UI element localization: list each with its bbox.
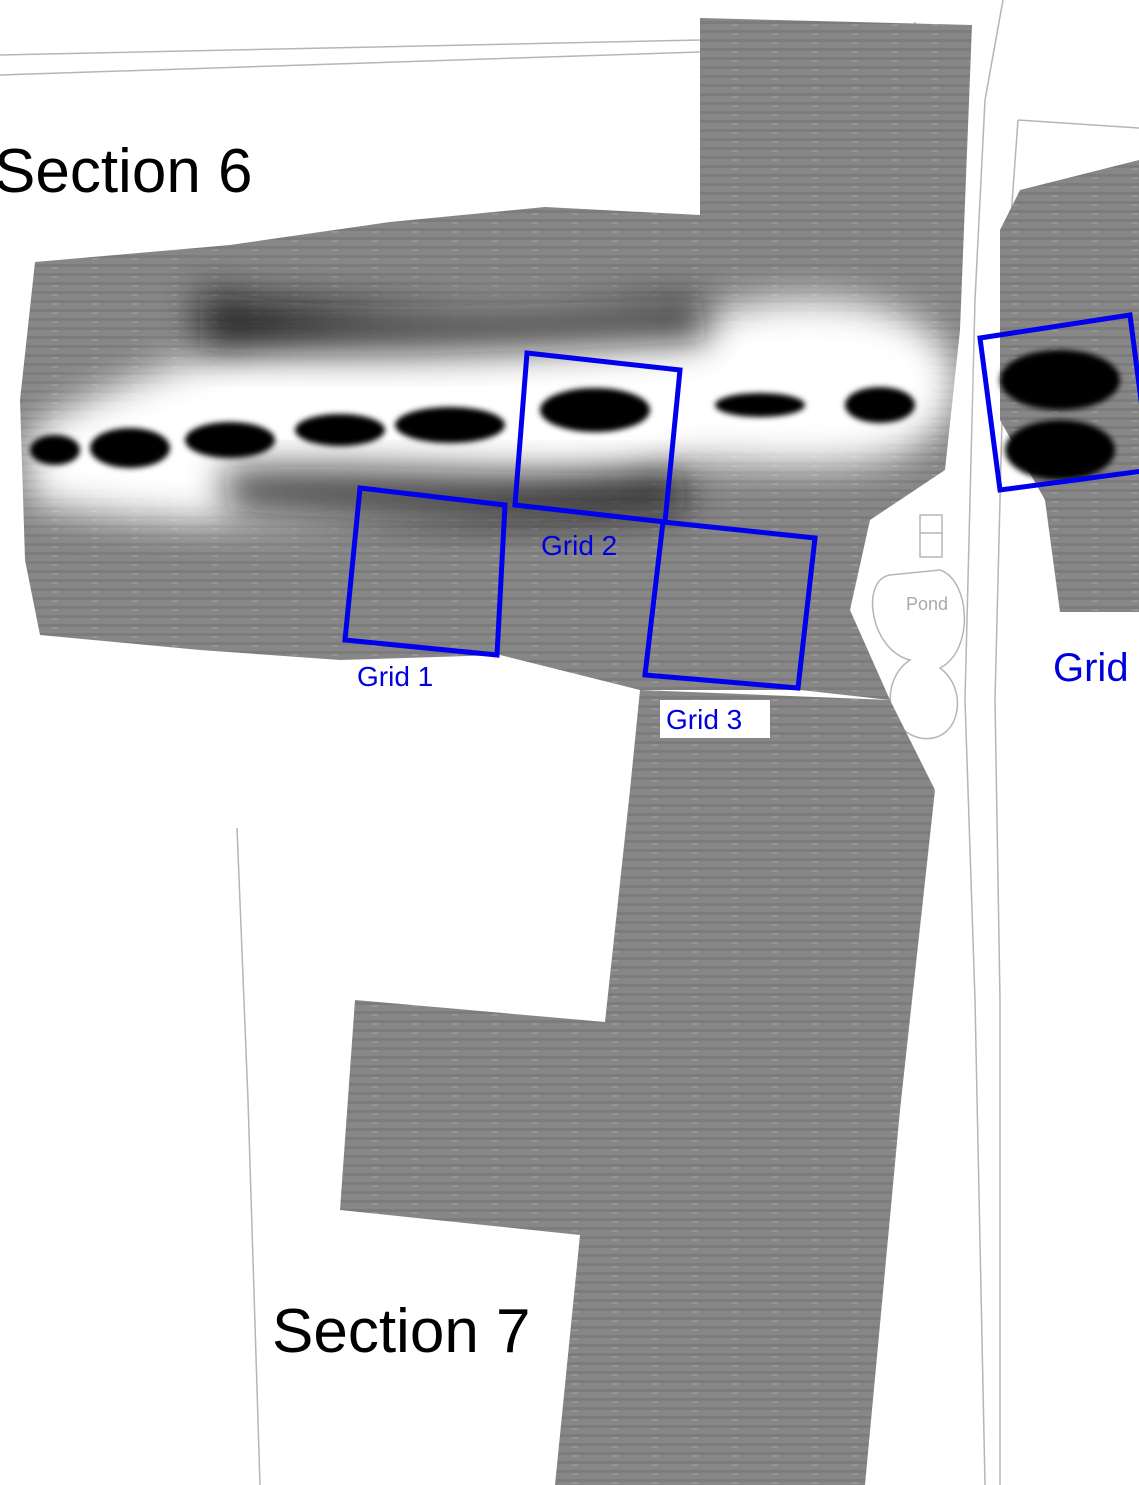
anomaly-dark xyxy=(200,290,710,355)
grid-box xyxy=(342,485,508,658)
anomaly-dark xyxy=(220,467,690,522)
grid-box xyxy=(977,312,1139,493)
pond-label: Pond xyxy=(906,594,948,614)
grid-label: Grid 2 xyxy=(541,530,617,561)
survey-area xyxy=(340,690,935,1485)
anomaly-core xyxy=(30,350,1120,480)
grid-label: Grid 3 xyxy=(666,704,742,735)
section-label: Section 7 xyxy=(272,1297,531,1366)
pond-outline xyxy=(871,569,966,740)
road-line xyxy=(964,0,1004,1485)
grid-boxes xyxy=(342,312,1139,691)
anomaly-glow xyxy=(30,300,955,521)
survey-data xyxy=(20,18,1139,1485)
label-background xyxy=(660,700,770,738)
boundary-line xyxy=(236,827,261,1485)
section-label: Section 6 xyxy=(0,137,253,206)
grid-label: Grid 1 xyxy=(357,661,433,692)
anomaly-band xyxy=(30,290,1120,522)
road-line xyxy=(1017,119,1139,129)
grid-box xyxy=(642,519,818,691)
building xyxy=(919,514,943,558)
grid-label: Grid xyxy=(1053,646,1129,690)
